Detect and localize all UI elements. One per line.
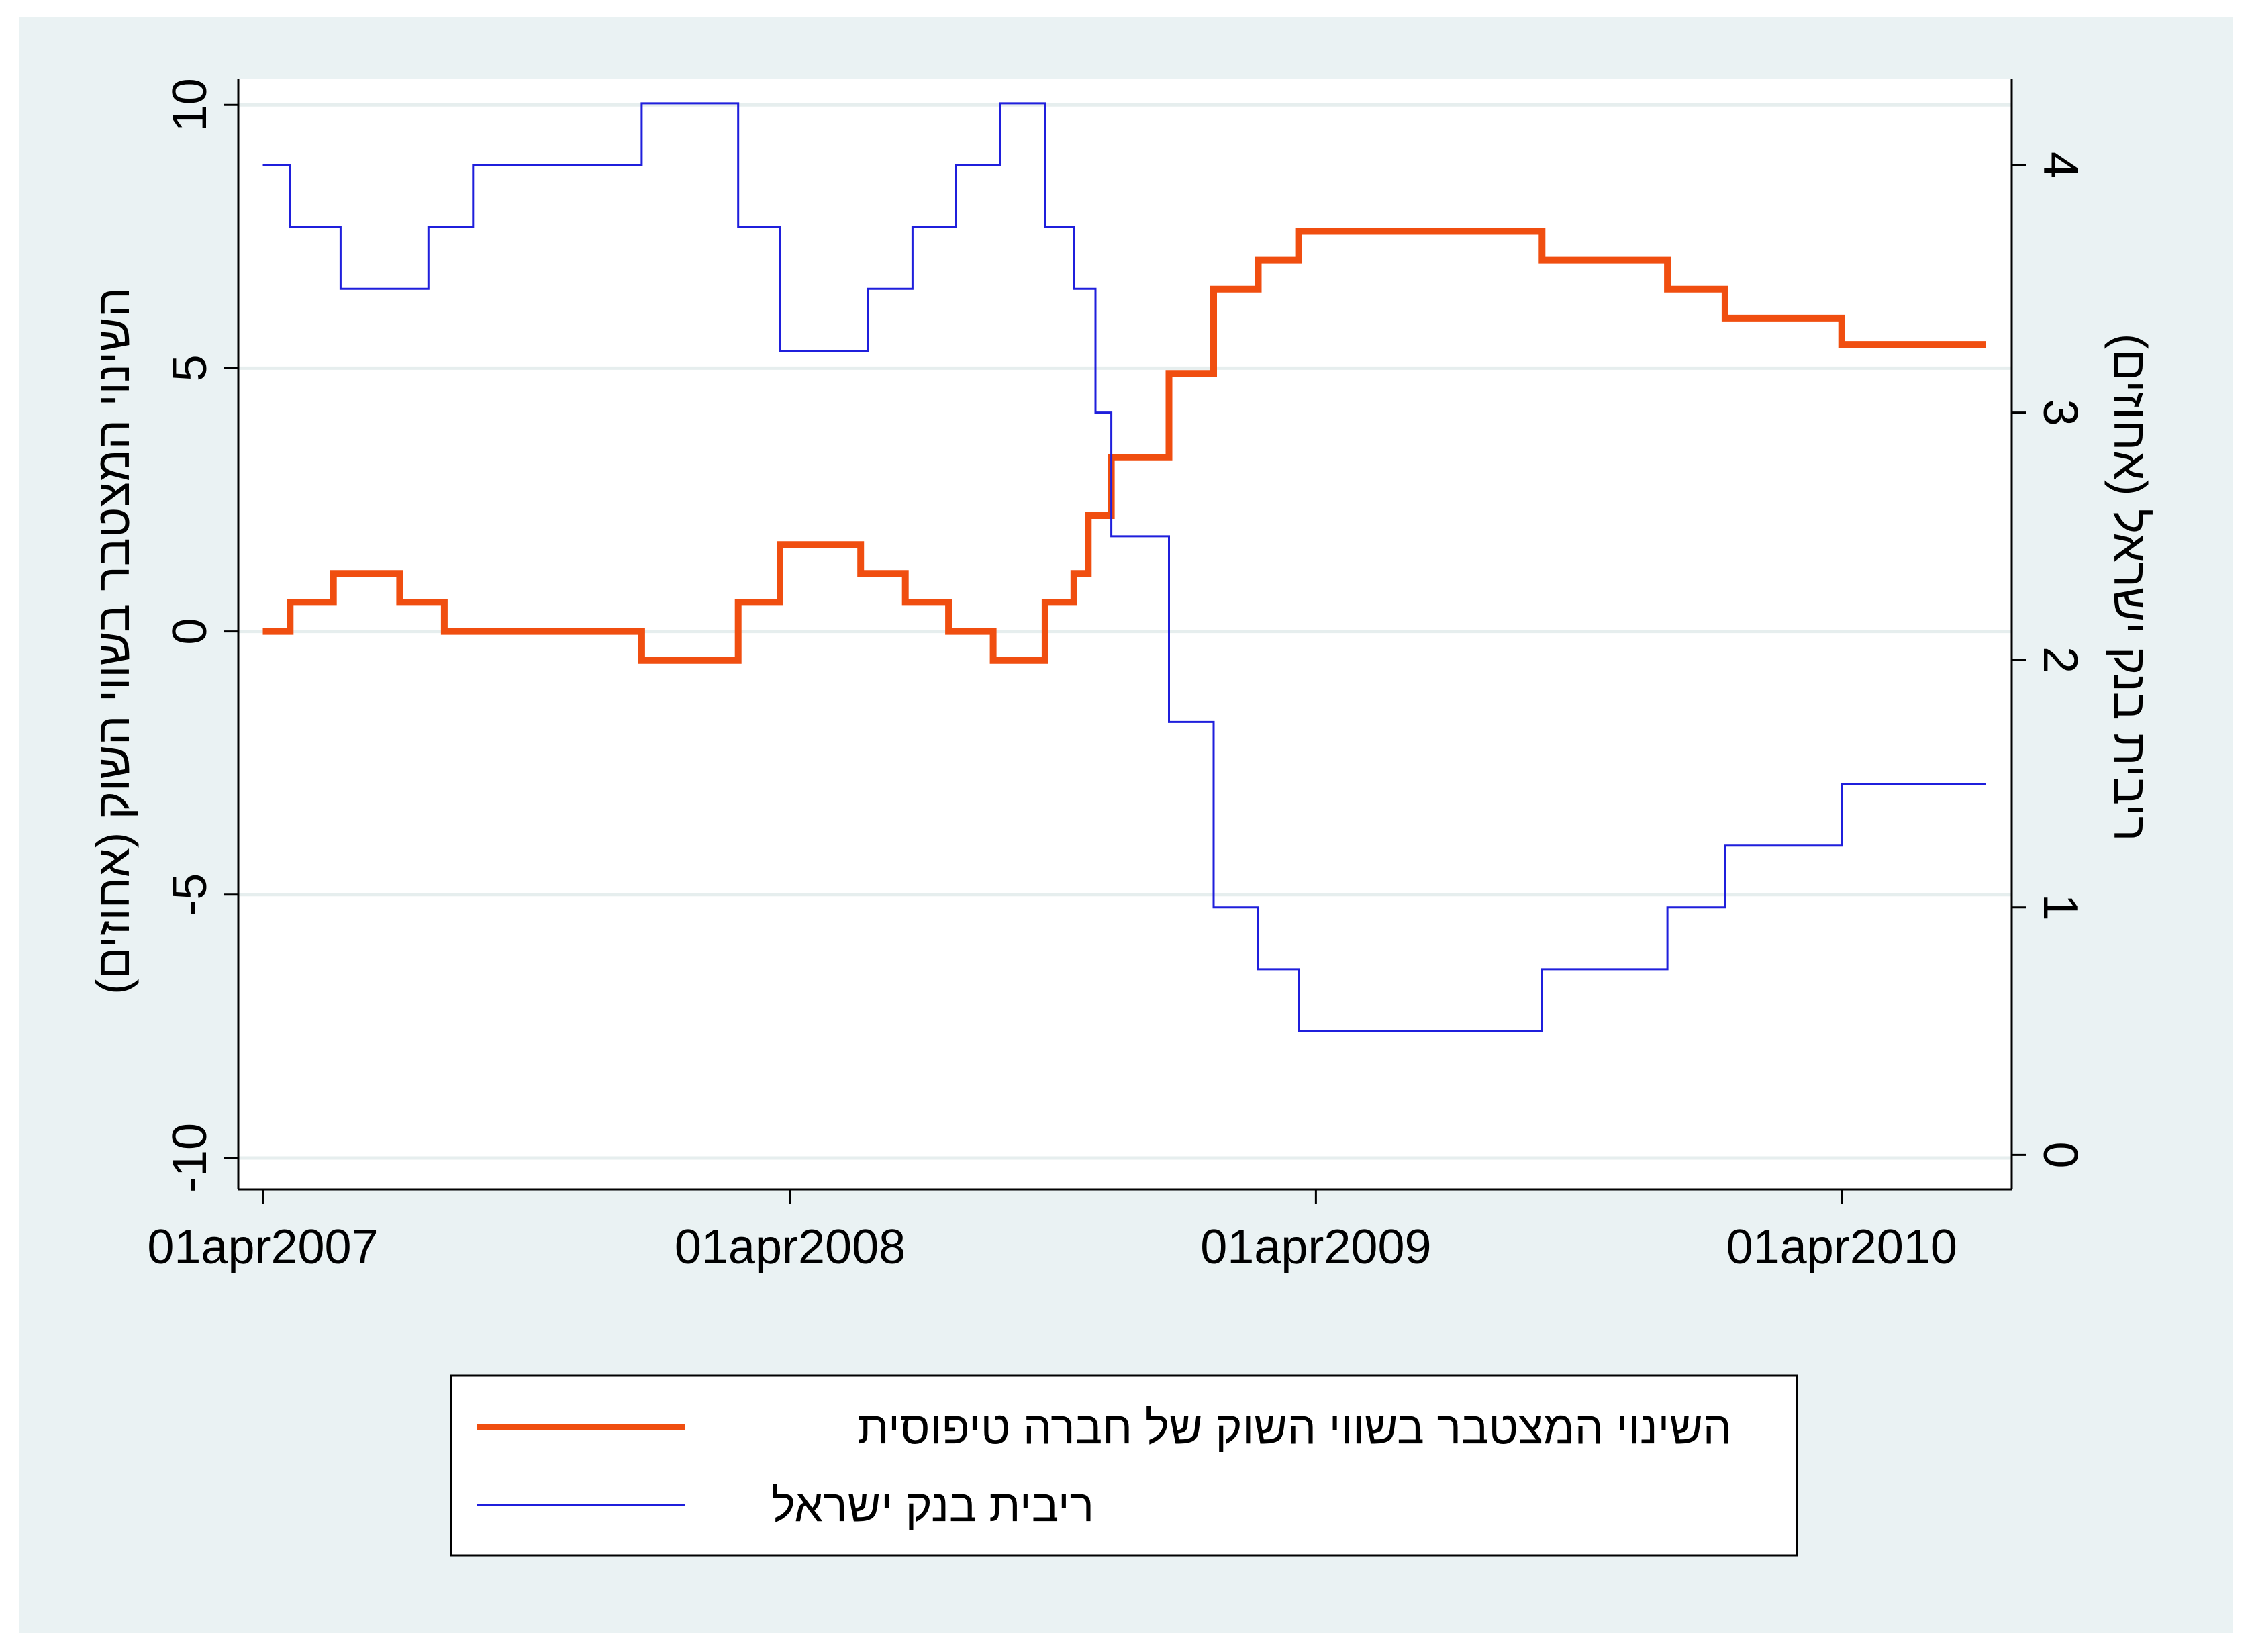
left-tick-label-0: -10 xyxy=(163,1123,217,1193)
series-line-market-value xyxy=(262,228,1986,664)
legend-box xyxy=(450,1374,1798,1557)
x-axis-ticks: 01apr2007 01apr2008 01apr2009 01apr2010 xyxy=(147,1189,1957,1274)
series-lines xyxy=(262,102,1986,1032)
legend-label-interest-rate: ריבית בנק ישראל xyxy=(771,1480,1094,1531)
x-tick-label-1: 01apr2008 xyxy=(675,1220,906,1274)
left-tick-label-2: 0 xyxy=(163,618,217,645)
gridlines xyxy=(238,103,2012,1160)
x-tick-label-2: 01apr2009 xyxy=(1200,1220,1431,1274)
right-axis-ticks: 0 1 2 3 4 xyxy=(2012,152,2087,1168)
legend-label-market-value: השינוי המצטבר בשווי השוק של חברה טיפוסית xyxy=(858,1402,1732,1453)
left-tick-label-3: 5 xyxy=(163,354,217,381)
right-tick-label-3: 3 xyxy=(2033,399,2087,426)
axes xyxy=(237,79,2013,1191)
right-tick-label-1: 1 xyxy=(2033,894,2087,921)
right-tick-label-4: 4 xyxy=(2033,152,2087,179)
x-tick-label-3: 01apr2010 xyxy=(1726,1220,1957,1274)
right-axis-title: ריבית בנק ישראל (אחוזים) xyxy=(2104,334,2157,842)
left-tick-label-4: 10 xyxy=(163,78,217,132)
series-line-interest-rate xyxy=(262,102,1986,1032)
right-tick-label-0: 0 xyxy=(2033,1141,2087,1168)
left-axis-title: השינוי המצטבר בשווי השוק (אחוזים) xyxy=(87,287,139,994)
legend: השינוי המצטבר בשווי השוק של חברה טיפוסית… xyxy=(450,1374,1798,1557)
left-axis-ticks: -10 -5 0 5 10 xyxy=(163,78,238,1193)
x-tick-label-0: 01apr2007 xyxy=(147,1220,378,1274)
right-tick-label-2: 2 xyxy=(2033,646,2087,673)
left-tick-label-1: -5 xyxy=(163,873,217,916)
